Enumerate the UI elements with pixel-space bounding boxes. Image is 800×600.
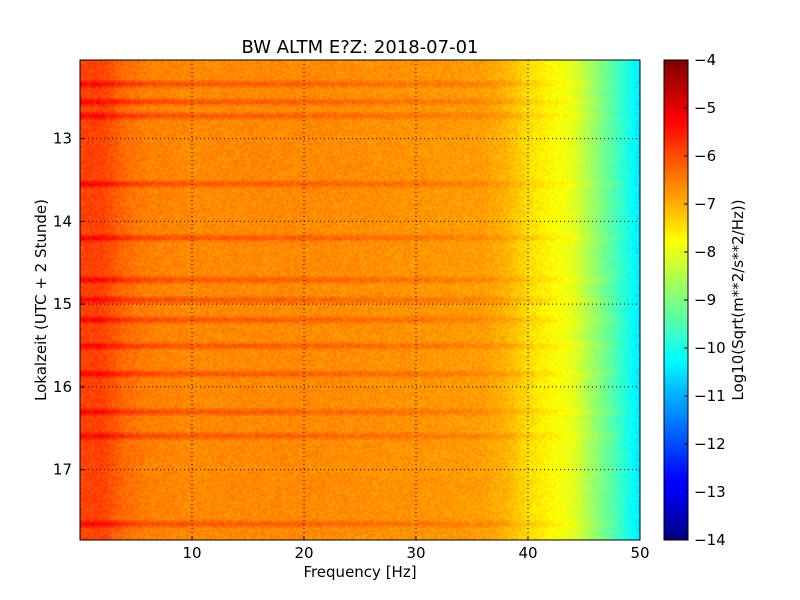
- x-axis: 10 20 30 40 50: [182, 536, 650, 562]
- colorbar-tick-label: −10: [694, 339, 726, 357]
- heatmap-image: [80, 60, 640, 540]
- y-tick-label: 13: [53, 130, 72, 148]
- colorbar-tick-label: −7: [694, 195, 716, 213]
- colorbar-tick-label: −14: [694, 531, 726, 549]
- x-tick-label: 10: [182, 544, 201, 562]
- colorbar-tick-label: −8: [694, 243, 716, 261]
- colorbar-tick-label: −12: [694, 435, 726, 453]
- x-tick-label: 30: [406, 544, 425, 562]
- y-axis-label: Lokalzeit (UTC + 2 Stunde): [32, 199, 50, 401]
- colorbar-tick-label: −13: [694, 483, 726, 501]
- x-tick-label: 40: [518, 544, 537, 562]
- x-axis-label: Frequency [Hz]: [303, 563, 416, 581]
- y-tick-label: 15: [53, 295, 72, 313]
- colorbar-tick-label: −11: [694, 387, 726, 405]
- y-tick-label: 16: [53, 378, 72, 396]
- colorbar-tick-label: −5: [694, 99, 716, 117]
- colorbar-ticks: −4 −5 −6 −7 −8 −9 −10 −11 −12 −13 −14: [684, 51, 726, 549]
- plot-frame: [79, 59, 641, 541]
- colorbar-label: Log10(Sqrt(m**2/s**2/Hz)): [729, 199, 747, 400]
- colorbar-tick-label: −6: [694, 147, 716, 165]
- y-axis: 13 14 15 16 17: [53, 130, 84, 479]
- x-tick-label: 50: [630, 544, 649, 562]
- spectrogram-heatmap: [80, 60, 640, 540]
- colorbar-tick-label: −9: [694, 291, 716, 309]
- y-tick-label: 14: [53, 212, 72, 230]
- chart-title: BW ALTM E?Z: 2018-07-01: [242, 37, 479, 58]
- colorbar-tick-label: −4: [694, 51, 716, 69]
- y-tick-label: 17: [53, 461, 72, 479]
- x-tick-label: 20: [294, 544, 313, 562]
